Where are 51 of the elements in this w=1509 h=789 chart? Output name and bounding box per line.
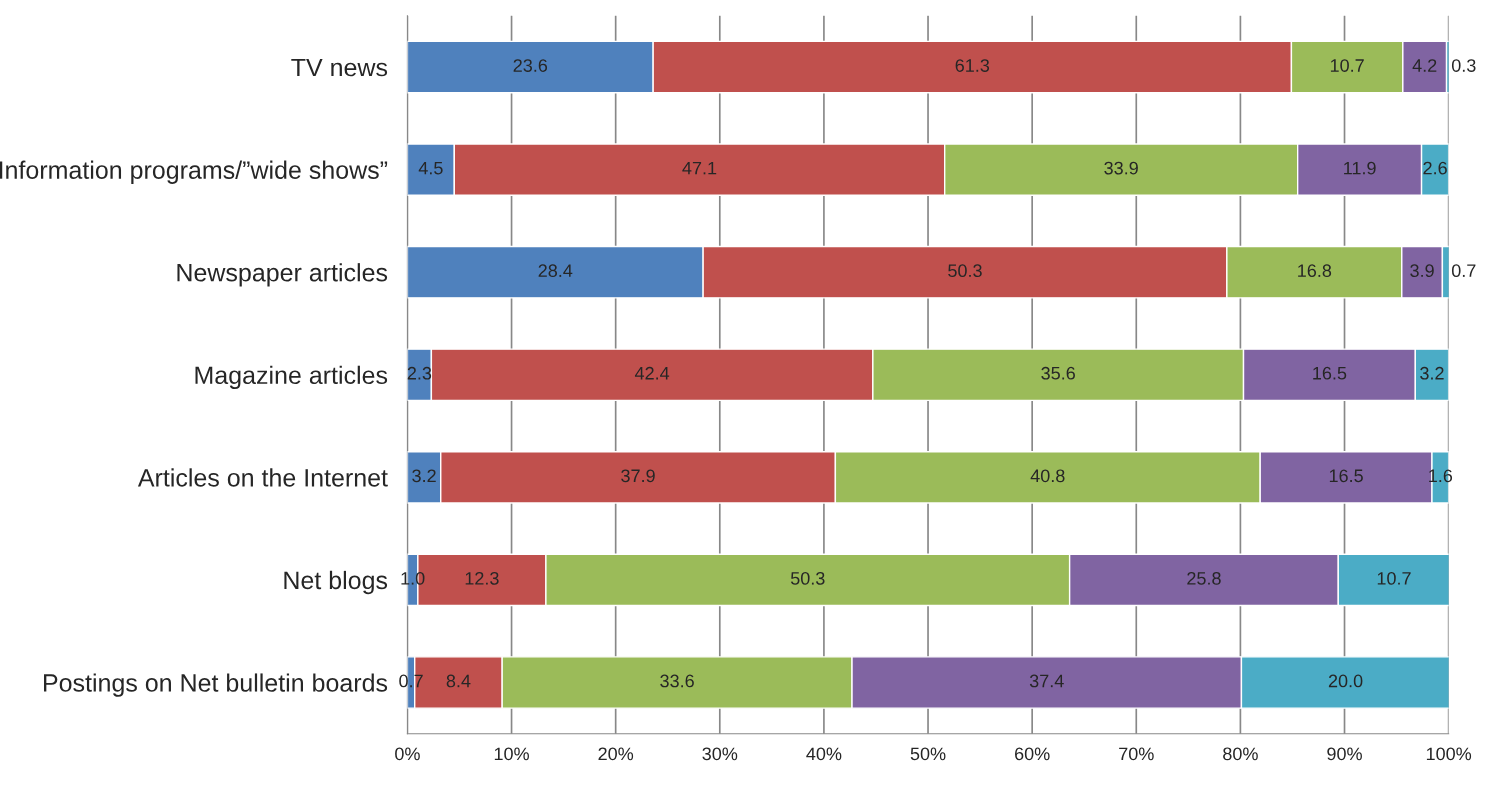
data-label: 23.6 bbox=[513, 59, 548, 72]
y-tick-label: TV news bbox=[291, 58, 388, 77]
data-label: 0.7 bbox=[399, 674, 423, 688]
data-label: 3.2 bbox=[412, 469, 436, 483]
data-label: 50.3 bbox=[790, 571, 825, 585]
x-tick-label: 40% bbox=[806, 747, 842, 761]
data-label: 4.5 bbox=[418, 161, 443, 175]
y-tick-label: Information programs/”wide shows” bbox=[0, 160, 388, 184]
x-tick-label: 50% bbox=[910, 747, 946, 761]
data-label: 0.7 bbox=[1451, 264, 1476, 278]
data-label: 12.3 bbox=[465, 571, 499, 585]
y-tick-label: Postings on Net bulletin boards bbox=[44, 673, 388, 697]
data-label: 2.6 bbox=[1423, 161, 1447, 175]
data-label: 8.4 bbox=[446, 674, 471, 688]
data-label: 16.5 bbox=[1329, 469, 1363, 483]
data-label: 0.3 bbox=[1451, 59, 1476, 72]
data-label: 37.9 bbox=[621, 469, 655, 483]
data-label: 50.3 bbox=[948, 264, 982, 278]
data-label: 35.6 bbox=[1041, 366, 1075, 380]
data-label: 33.9 bbox=[1104, 161, 1138, 175]
data-label: 20.0 bbox=[1328, 674, 1363, 688]
data-label: 10.7 bbox=[1377, 571, 1411, 585]
x-tick-label: 20% bbox=[598, 747, 634, 761]
x-tick-label: 90% bbox=[1327, 747, 1362, 761]
data-label: 37.4 bbox=[1029, 674, 1064, 688]
data-label: 1.0 bbox=[401, 571, 425, 585]
data-label: 16.8 bbox=[1298, 264, 1332, 278]
data-label: 47.1 bbox=[682, 161, 717, 175]
data-label: 16.5 bbox=[1313, 366, 1347, 380]
y-tick-label: Net blogs bbox=[284, 570, 388, 595]
data-label: 10.7 bbox=[1330, 59, 1364, 72]
x-tick-label: 30% bbox=[702, 747, 738, 761]
data-label: 3.2 bbox=[1420, 366, 1444, 380]
data-label: 25.8 bbox=[1187, 571, 1221, 585]
x-tick-label: 0% bbox=[395, 747, 420, 761]
data-label: 40.8 bbox=[1030, 469, 1065, 483]
x-tick-label: 10% bbox=[494, 747, 529, 761]
x-tick-label: 60% bbox=[1015, 747, 1050, 761]
data-label: 61.3 bbox=[955, 59, 990, 72]
data-label: 4.2 bbox=[1412, 59, 1437, 72]
x-tick-label: 70% bbox=[1119, 747, 1154, 761]
x-tick-label: 100% bbox=[1426, 747, 1472, 761]
data-label: 42.4 bbox=[634, 366, 670, 380]
data-label: 33.6 bbox=[660, 674, 694, 688]
y-tick-label: Articles on the Internet bbox=[137, 468, 388, 487]
data-label: 11.9 bbox=[1344, 161, 1376, 175]
y-tick-label: Magazine articles bbox=[195, 365, 388, 390]
data-label: 3.9 bbox=[1410, 264, 1434, 278]
y-tick-label: Newspaper articles bbox=[177, 263, 388, 287]
x-tick-label: 80% bbox=[1223, 747, 1258, 761]
data-label: 28.4 bbox=[538, 264, 573, 278]
